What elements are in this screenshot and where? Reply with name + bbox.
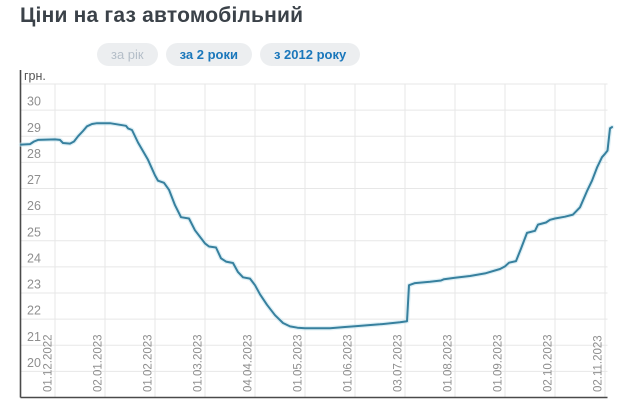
- x-axis-tick-label: 02.11.2023: [593, 335, 605, 392]
- x-axis-tick-label: 01.08.2023: [443, 334, 455, 392]
- y-axis-tick-label: 25: [27, 225, 41, 239]
- y-axis-tick-label: 30: [27, 95, 41, 109]
- x-axis-tick-label: 02.10.2023: [543, 334, 555, 392]
- y-axis-tick-label: 28: [27, 147, 41, 161]
- y-axis-unit-label: грн.: [24, 69, 46, 83]
- y-axis-tick-label: 29: [27, 121, 41, 135]
- time-range-tabs: за рік за 2 роки з 2012 року: [97, 43, 361, 66]
- y-axis-tick-label: 27: [27, 173, 41, 187]
- y-axis-tick-label: 22: [27, 304, 41, 318]
- x-axis-tick-label: 01.09.2023: [493, 334, 505, 392]
- price-line-halo: [18, 120, 615, 331]
- x-axis-tick-label: 03.07.2023: [393, 334, 405, 392]
- x-axis-tick-label: 01.02.2023: [143, 334, 155, 392]
- x-axis-tick-label: 01.12.2022: [43, 334, 55, 392]
- y-axis-tick-label: 24: [27, 251, 41, 265]
- price-line: [20, 122, 613, 330]
- x-axis-tick-label: 01.03.2023: [193, 334, 205, 392]
- tab-since-2012[interactable]: з 2012 року: [259, 43, 361, 66]
- x-axis-tick-label: 01.05.2023: [293, 334, 305, 392]
- tab-two-years[interactable]: за 2 роки: [165, 43, 252, 66]
- y-axis-tick-label: 26: [27, 199, 41, 213]
- x-axis-tick-label: 04.04.2023: [243, 334, 255, 392]
- x-axis-tick-label: 02.01.2023: [93, 334, 105, 392]
- page-title: Ціни на газ автомобільний: [20, 4, 304, 27]
- y-axis-tick-label: 21: [27, 330, 41, 344]
- y-axis-tick-label: 20: [27, 356, 41, 370]
- y-axis-tick-label: 23: [27, 278, 41, 292]
- x-axis-tick-label: 01.06.2023: [343, 334, 355, 392]
- tab-year[interactable]: за рік: [97, 43, 158, 66]
